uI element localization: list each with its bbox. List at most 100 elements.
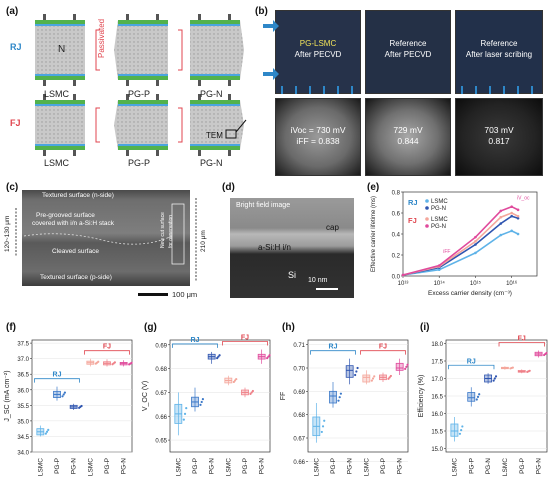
y-tick-label: 15.5 — [431, 430, 443, 436]
x-tick-label: LSMC — [225, 458, 232, 476]
panel-f: (f) 34.0 34.5 35.0 35.5 36.0 36.5 37.0 37.5 J_SC… — [0, 322, 138, 490]
group-bracket-rj — [172, 343, 218, 348]
schematic-fj-lsmc — [35, 94, 85, 156]
col-label-pgp-fj: PG-P — [128, 158, 150, 168]
data-point — [401, 273, 405, 277]
panel-a: (a) RJ FJ N — [0, 0, 250, 170]
y-tick-label: 37.0 — [17, 357, 29, 363]
group-label-rj: RJ — [191, 337, 200, 344]
y-tick-label: 17.5 — [431, 360, 443, 366]
x-tick-label: LSMC — [313, 458, 320, 476]
row-label-fj: FJ — [10, 118, 21, 128]
schematic-rj-pgp — [114, 14, 168, 86]
y-tick-label: 0.67 — [293, 437, 305, 443]
x-tick-label: LSMC — [451, 458, 458, 476]
tem-image: Bright field image cap a-Si:H i/n Si 10 … — [230, 198, 354, 298]
pl-image-1: iVoc = 730 mV iFF = 0.838 — [275, 98, 361, 176]
data-point — [321, 425, 325, 428]
data-point — [183, 412, 187, 415]
panel-e: (e) 0.0 0.2 0.4 0.6 0.8 10¹³ 10¹⁴ 10¹⁵ 10¹⁶ Exces… — [365, 178, 553, 303]
x-tick-label: PG-P — [519, 458, 526, 474]
y-tick-label: 0.2 — [392, 254, 401, 260]
data-point — [458, 432, 462, 435]
y-tick-label: 34.5 — [17, 435, 29, 441]
data-point — [493, 377, 496, 380]
panel-label-h: (h) — [282, 322, 295, 333]
group-bracket-rj — [310, 350, 356, 355]
pl-text-3b: 0.817 — [488, 136, 510, 146]
pl-text-2a: 729 mV — [393, 125, 423, 135]
data-point — [476, 395, 480, 398]
x-tick-label: PG-N — [347, 458, 354, 475]
sem-text-pregrooved-1: Pre-grooved surface — [36, 212, 95, 219]
x-tick-label: 10¹⁶ — [506, 280, 518, 287]
box-lsmc — [362, 374, 371, 383]
photo-title-2a: Reference — [389, 39, 427, 48]
panel-d: (d) Bright field image cap a-Si:H i/n Si… — [220, 178, 360, 303]
box-pg-n — [395, 362, 404, 371]
data-point — [516, 214, 520, 218]
efficiency-box-chart: 15.0 15.5 16.0 16.5 17.0 17.5 18.0 Efficiency (… — [418, 336, 548, 476]
x-tick-label: PG-P — [468, 458, 475, 474]
group-label-rj: RJ — [53, 372, 62, 379]
x-tick-label: PG-P — [192, 458, 199, 474]
data-point — [478, 393, 481, 396]
y-tick-label: 17.0 — [431, 377, 443, 383]
box-pg-p — [467, 392, 476, 402]
x-tick-label: PG-N — [536, 458, 543, 475]
y-tick-label: 37.5 — [17, 342, 29, 348]
panel-label-e: (e) — [367, 182, 380, 193]
x-tick-label: PG-P — [330, 458, 337, 474]
data-point — [356, 366, 359, 370]
sem-text-cleaved: Cleaved surface — [52, 248, 99, 255]
data-point — [235, 377, 238, 381]
data-point — [474, 251, 477, 255]
data-point — [371, 377, 375, 380]
x-tick-label: PG-N — [259, 458, 266, 475]
y-tick-label: 0.69 — [293, 390, 305, 396]
y-tick-label: 16.0 — [431, 412, 443, 418]
x-tick-label: PG-N — [397, 458, 404, 475]
y-tick-label: 0.66 — [293, 460, 305, 466]
data-point — [510, 214, 513, 218]
y-tick-label: 18.0 — [431, 342, 443, 348]
box-pg-p — [329, 390, 337, 404]
legend-entry: PG-N — [431, 206, 446, 212]
group-bracket-fj — [222, 341, 268, 346]
group-bracket-fj — [360, 350, 406, 355]
box-lsmc — [450, 423, 459, 437]
legend-marker — [425, 217, 429, 221]
y-tick-label: 0.8 — [392, 191, 401, 197]
data-point — [516, 208, 520, 212]
y-tick-label: 0.67 — [155, 391, 167, 397]
schematic-rj-pgn — [190, 14, 244, 86]
panel-label-c: (c) — [6, 182, 19, 193]
panel-label-f: (f) — [6, 322, 16, 333]
y-tick-label: 0.65 — [155, 439, 167, 445]
data-point — [406, 363, 409, 366]
group-label-fj: FJ — [518, 336, 526, 343]
pl-image-2: 729 mV 0.844 — [365, 98, 451, 176]
data-point — [499, 222, 503, 225]
data-point — [405, 365, 408, 368]
data-point — [494, 375, 498, 378]
y-tick-label: 0.70 — [293, 367, 305, 373]
x-tick-label: LSMC — [37, 458, 44, 476]
annotation-iff: iFF — [443, 249, 450, 255]
data-point — [499, 215, 503, 219]
y-tick-label: 15.0 — [431, 447, 443, 453]
data-point — [516, 232, 520, 236]
pl-image-3: 703 mV 0.817 — [455, 98, 543, 176]
photo-reference-pecvd: Reference After PECVD — [365, 10, 451, 94]
data-point — [339, 392, 342, 395]
panel-label-i: (i) — [420, 322, 430, 333]
tem-scalebar — [316, 288, 338, 290]
data-point — [338, 396, 341, 399]
photo-arrows — [263, 20, 533, 94]
tem-bright-field: Bright field image — [236, 202, 291, 209]
panel-label-b: (b) — [255, 6, 268, 17]
data-point — [474, 243, 477, 246]
jsc-box-chart: 34.0 34.5 35.0 35.5 36.0 36.5 37.0 37.5 J_SC (mA… — [4, 339, 133, 476]
panel-g: (g) 0.65 0.66 0.67 0.68 0.69 V_OC (V) LSMC PG-P… — [138, 322, 276, 490]
y-tick-label: 36.0 — [17, 388, 29, 394]
